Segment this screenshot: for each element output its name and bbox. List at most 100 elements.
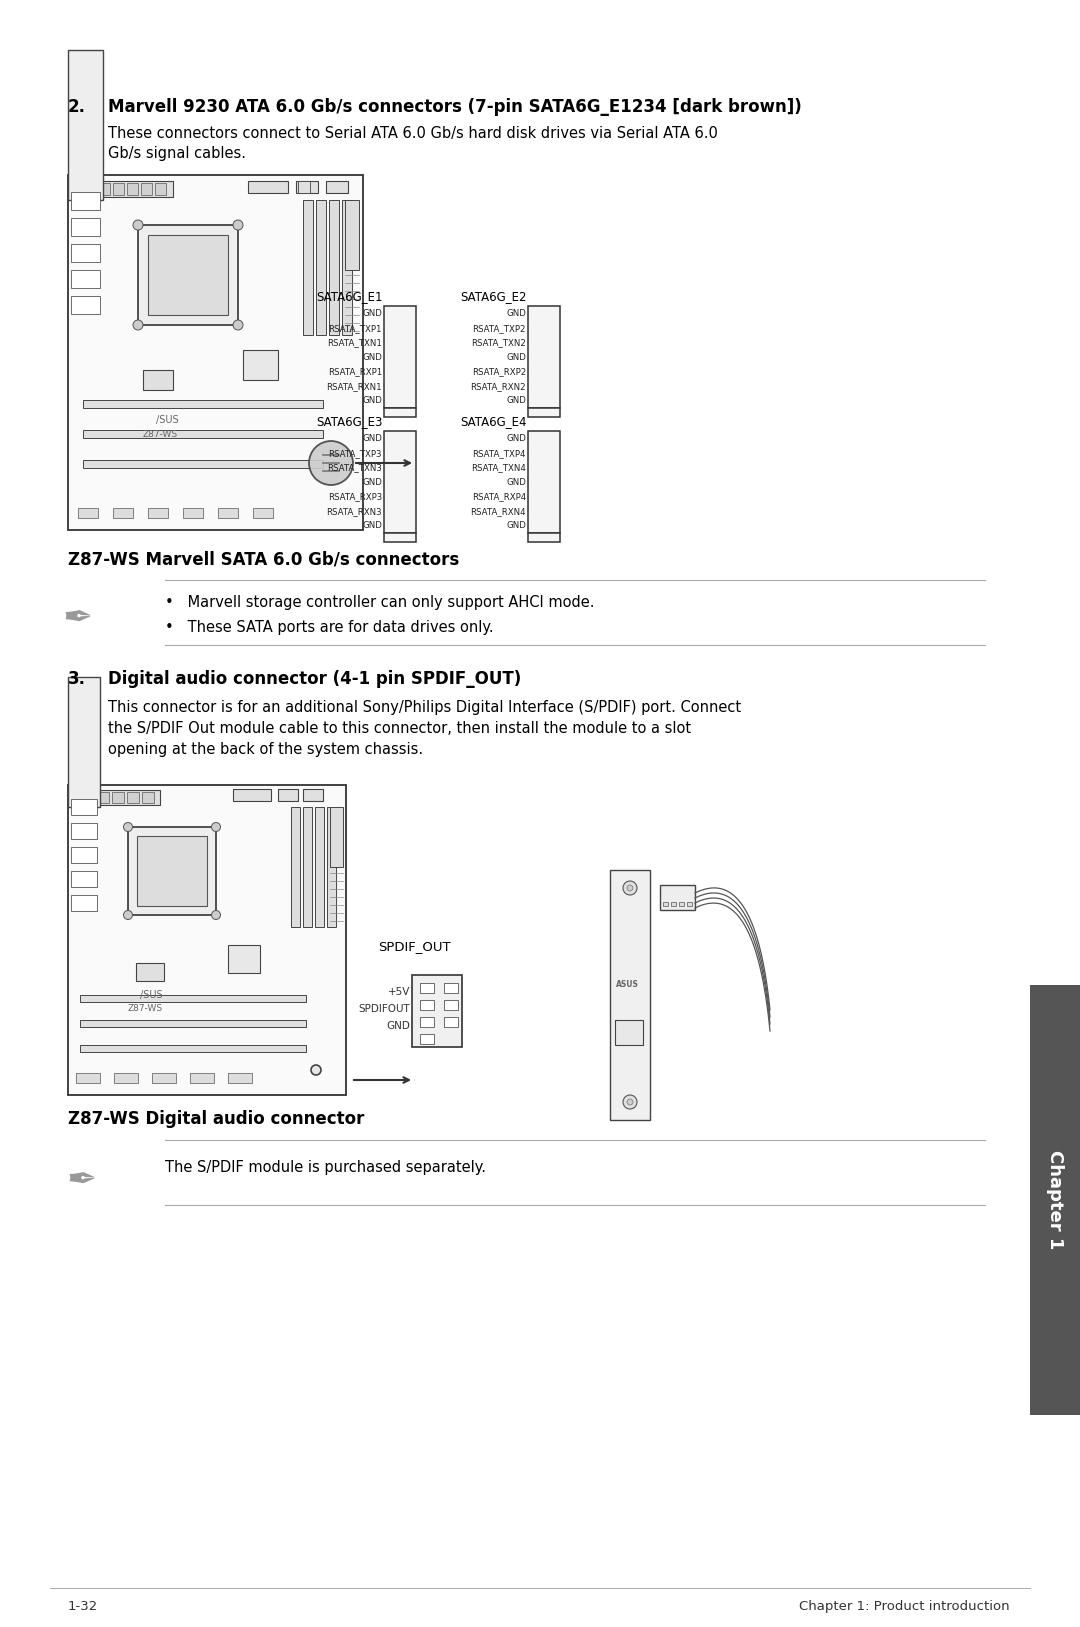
Text: RSATA_RXN1: RSATA_RXN1 xyxy=(326,382,382,390)
Circle shape xyxy=(212,823,220,831)
Text: The S/PDIF module is purchased separately.: The S/PDIF module is purchased separatel… xyxy=(165,1160,486,1175)
Bar xyxy=(113,508,133,517)
Bar xyxy=(141,792,154,804)
Bar xyxy=(114,1072,138,1084)
Bar xyxy=(152,1072,176,1084)
Bar xyxy=(687,901,692,906)
Bar xyxy=(80,1020,306,1027)
Bar xyxy=(83,181,173,197)
Text: •   These SATA ports are for data drives only.: • These SATA ports are for data drives o… xyxy=(165,620,494,635)
Text: GND: GND xyxy=(362,521,382,530)
Text: RSATA_RXN4: RSATA_RXN4 xyxy=(471,506,526,516)
Bar xyxy=(528,532,561,542)
Bar xyxy=(671,901,676,906)
Text: Chapter 1: Chapter 1 xyxy=(1047,1150,1064,1250)
Bar xyxy=(444,1017,458,1027)
Bar xyxy=(663,901,669,906)
Text: RSATA_TXP1: RSATA_TXP1 xyxy=(328,324,382,334)
Text: 1-32: 1-32 xyxy=(68,1599,98,1612)
Text: GND: GND xyxy=(362,309,382,319)
Bar xyxy=(411,975,462,1048)
Bar xyxy=(78,508,98,517)
Text: Z87-WS: Z87-WS xyxy=(143,430,178,439)
Text: RSATA_TXN3: RSATA_TXN3 xyxy=(327,464,382,472)
Text: Z87-WS: Z87-WS xyxy=(129,1004,163,1014)
Text: ASUS: ASUS xyxy=(616,979,639,989)
Text: GND: GND xyxy=(507,478,526,486)
Bar xyxy=(99,182,110,195)
Text: RSATA_RXN3: RSATA_RXN3 xyxy=(326,506,382,516)
Bar xyxy=(296,181,318,194)
Bar xyxy=(137,836,207,906)
Bar xyxy=(444,1001,458,1010)
Bar xyxy=(71,870,97,887)
Text: RSATA_RXN2: RSATA_RXN2 xyxy=(471,382,526,390)
Circle shape xyxy=(233,220,243,229)
Text: Chapter 1: Product introduction: Chapter 1: Product introduction xyxy=(799,1599,1010,1612)
Bar xyxy=(83,400,323,408)
Bar xyxy=(528,306,561,407)
Bar xyxy=(228,1072,252,1084)
Text: RSATA_RXP3: RSATA_RXP3 xyxy=(327,493,382,501)
Bar xyxy=(1030,984,1080,1415)
Bar xyxy=(71,270,100,288)
Text: SPDIF_OUT: SPDIF_OUT xyxy=(378,940,450,953)
Text: RSATA_TXN2: RSATA_TXN2 xyxy=(471,338,526,347)
Bar xyxy=(615,1020,643,1045)
Circle shape xyxy=(133,220,143,229)
Bar xyxy=(384,532,416,542)
Bar xyxy=(148,508,168,517)
Bar xyxy=(71,192,100,210)
Bar xyxy=(141,182,152,195)
Circle shape xyxy=(212,911,220,919)
Bar xyxy=(345,200,359,270)
Text: GND: GND xyxy=(507,353,526,361)
Circle shape xyxy=(133,321,143,330)
Bar xyxy=(112,792,124,804)
Bar xyxy=(83,460,323,469)
Bar xyxy=(420,1035,434,1045)
Bar xyxy=(315,807,324,927)
Text: 2.: 2. xyxy=(68,98,86,116)
Bar xyxy=(97,792,109,804)
Text: SATA6G_E2: SATA6G_E2 xyxy=(460,290,527,303)
Bar xyxy=(326,181,348,194)
Bar xyxy=(183,508,203,517)
Bar xyxy=(138,225,238,325)
Bar xyxy=(327,807,336,927)
Text: Z87-WS Marvell SATA 6.0 Gb/s connectors: Z87-WS Marvell SATA 6.0 Gb/s connectors xyxy=(68,550,459,568)
Circle shape xyxy=(233,321,243,330)
Bar xyxy=(71,799,97,815)
Text: This connector is for an additional Sony/Philips Digital Interface (S/PDIF) port: This connector is for an additional Sony… xyxy=(108,700,741,714)
Bar xyxy=(190,1072,214,1084)
Text: SATA6G_E4: SATA6G_E4 xyxy=(460,415,527,428)
Text: Marvell 9230 ATA 6.0 Gb/s connectors (7-pin SATA6G_E1234 [dark brown]): Marvell 9230 ATA 6.0 Gb/s connectors (7-… xyxy=(108,98,801,116)
Bar xyxy=(384,407,416,417)
Bar xyxy=(71,848,97,862)
Bar xyxy=(384,431,416,532)
Bar xyxy=(679,901,684,906)
Text: ✒: ✒ xyxy=(63,604,93,638)
Text: /SUS: /SUS xyxy=(156,415,178,425)
Text: RSATA_RXP4: RSATA_RXP4 xyxy=(472,493,526,501)
Bar xyxy=(298,181,310,194)
Text: RSATA_TXP2: RSATA_TXP2 xyxy=(473,324,526,334)
Bar xyxy=(218,508,238,517)
Bar xyxy=(303,807,312,927)
Bar xyxy=(143,369,173,390)
Bar xyxy=(420,1001,434,1010)
Bar xyxy=(127,792,139,804)
Text: Gb/s signal cables.: Gb/s signal cables. xyxy=(108,146,246,161)
Bar xyxy=(80,996,306,1002)
Bar xyxy=(248,181,288,194)
Text: RSATA_TXP4: RSATA_TXP4 xyxy=(473,449,526,457)
Bar xyxy=(342,200,352,335)
Bar xyxy=(136,963,164,981)
Bar xyxy=(156,182,166,195)
Bar xyxy=(303,789,323,800)
Bar xyxy=(329,200,339,335)
Bar xyxy=(420,1017,434,1027)
Text: These connectors connect to Serial ATA 6.0 Gb/s hard disk drives via Serial ATA : These connectors connect to Serial ATA 6… xyxy=(108,125,718,142)
Bar xyxy=(303,200,313,335)
Text: GND: GND xyxy=(362,353,382,361)
